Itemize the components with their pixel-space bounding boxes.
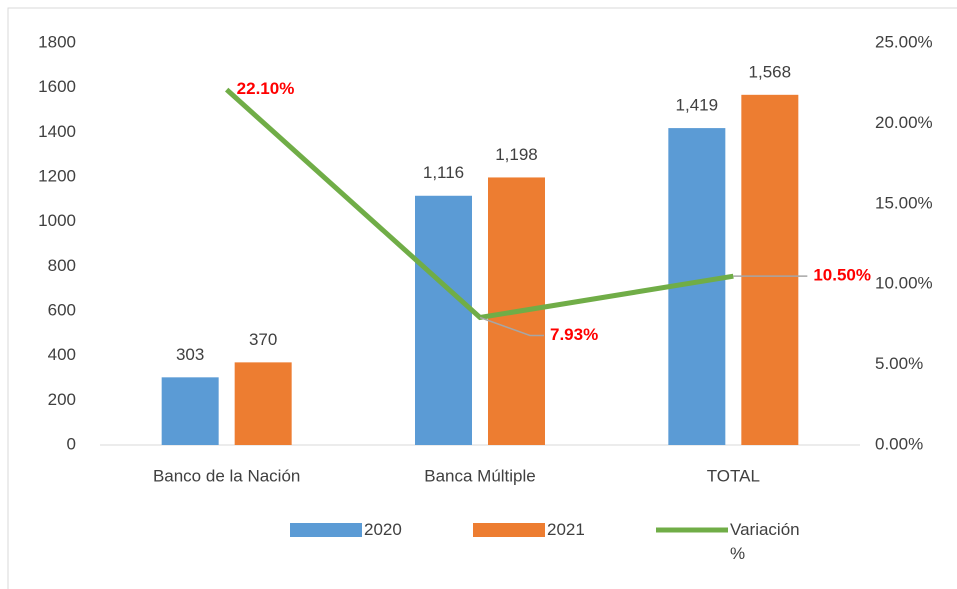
x-tick-label: Banco de la Nación [153, 466, 300, 485]
chart-border [7, 7, 957, 589]
x-tick-label: Banca Múltiple [424, 466, 536, 485]
y2-tick-label: 0.00% [875, 434, 923, 453]
leader-line [479, 316, 544, 337]
legend-label: 2020 [364, 520, 402, 539]
legend-label: Variación % [730, 520, 800, 563]
data-label: 303 [176, 345, 204, 364]
data-label: 1,419 [676, 96, 719, 115]
y2-tick-label: 10.00% [875, 274, 933, 293]
data-label: 1,116 [423, 163, 464, 182]
data-label: 7.93% [550, 325, 598, 344]
data-label: 22.10% [237, 79, 295, 98]
y-tick-label: 1400 [38, 122, 76, 141]
y-tick-label: 200 [48, 390, 76, 409]
legend-swatch [290, 523, 362, 537]
y-tick-label: 0 [67, 434, 76, 453]
y-tick-label: 1600 [38, 77, 76, 96]
bar [741, 94, 799, 446]
data-label: 1,198 [495, 145, 538, 164]
y-tick-label: 400 [48, 345, 76, 364]
y-tick-label: 800 [48, 256, 76, 275]
y2-tick-label: 20.00% [875, 113, 933, 132]
y-tick-label: 600 [48, 300, 76, 319]
y-tick-label: 1200 [38, 166, 76, 185]
line-series [224, 87, 734, 321]
y2-tick-label: 15.00% [875, 193, 933, 212]
y2-tick-label: 25.00% [875, 32, 933, 51]
legend-label: 2021 [547, 520, 585, 539]
legend-swatch [473, 523, 545, 537]
data-label: 1,568 [749, 62, 792, 81]
y-tick-label: 1800 [38, 32, 76, 51]
data-label: 370 [249, 330, 277, 349]
y2-tick-label: 5.00% [875, 354, 923, 373]
bar [161, 377, 219, 445]
data-label: 10.50% [813, 266, 871, 285]
bar [234, 362, 292, 445]
x-tick-label: TOTAL [707, 466, 760, 485]
y-tick-label: 1000 [38, 211, 76, 230]
bar [415, 195, 472, 445]
